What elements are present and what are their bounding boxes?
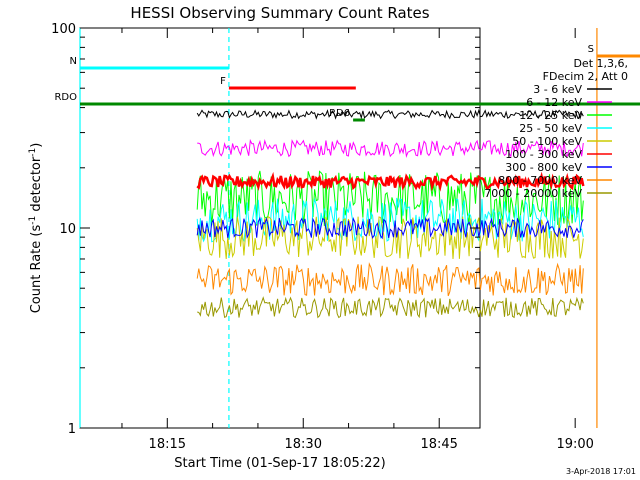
y-axis-label-end: ) xyxy=(29,143,44,148)
series-line-6 xyxy=(196,216,584,240)
legend-header-line1: Det 1,3,6, xyxy=(573,57,628,70)
series-line-7 xyxy=(196,262,584,297)
flag-label-3: RDO xyxy=(54,92,77,103)
y-tick-label: 100 xyxy=(51,22,76,37)
flag-label-4: RD6 xyxy=(329,108,350,119)
flag-label-0: N xyxy=(70,56,77,67)
flag-label-2: F xyxy=(220,76,226,87)
x-tick-label: 18:30 xyxy=(285,437,322,452)
legend-label-2: 12 - 25 keV xyxy=(519,109,582,122)
x-tick-label: 19:00 xyxy=(556,437,593,452)
legend-label-5: 100 - 300 keV xyxy=(505,148,582,161)
y-axis-label: Count Rate (s-1 detector-1) xyxy=(28,143,44,314)
legend-label-6: 300 - 800 keV xyxy=(505,161,582,174)
flag-label-1: S xyxy=(588,44,594,55)
flag-bars: N S F RDO RD6 xyxy=(54,44,640,122)
series-traces xyxy=(196,108,585,319)
footer-date: 3-Apr-2018 17:01 xyxy=(566,467,636,476)
legend-label-1: 6 - 12 keV xyxy=(526,96,582,109)
series-line-1 xyxy=(197,138,584,159)
y-axis-label-sup1: -1 xyxy=(28,216,38,225)
y-tick-label: 10 xyxy=(59,222,76,237)
y-axis: 1 10 100 xyxy=(51,22,480,437)
x-tick-label: 18:45 xyxy=(420,437,457,452)
y-tick-label: 1 xyxy=(68,422,76,437)
plot-area: N S F RDO RD6 xyxy=(54,27,640,429)
legend-label-0: 3 - 6 keV xyxy=(533,83,582,96)
y-axis-label-sup2: -1 xyxy=(28,148,38,157)
series-line-8 xyxy=(197,296,584,319)
x-axis-label: Start Time (01-Sep-17 18:05:22) xyxy=(174,456,385,471)
legend-header-line2: FDecim 2, Att 0 xyxy=(543,70,628,83)
legend-label-3: 25 - 50 keV xyxy=(519,122,582,135)
series-line-0 xyxy=(196,108,584,120)
series-line-3 xyxy=(196,197,584,243)
chart-title: HESSI Observing Summary Count Rates xyxy=(130,4,429,22)
y-axis-label-mid: detector xyxy=(29,156,44,216)
series-line-5 xyxy=(196,171,585,192)
legend-label-7: 800 - 7000 keV xyxy=(498,174,582,187)
y-axis-label-main: Count Rate (s xyxy=(29,225,44,314)
legend-label-4: 50 - 100 keV xyxy=(512,135,582,148)
legend-label-8: 7000 - 20000 keV xyxy=(484,187,582,200)
x-tick-label: 18:15 xyxy=(149,437,186,452)
